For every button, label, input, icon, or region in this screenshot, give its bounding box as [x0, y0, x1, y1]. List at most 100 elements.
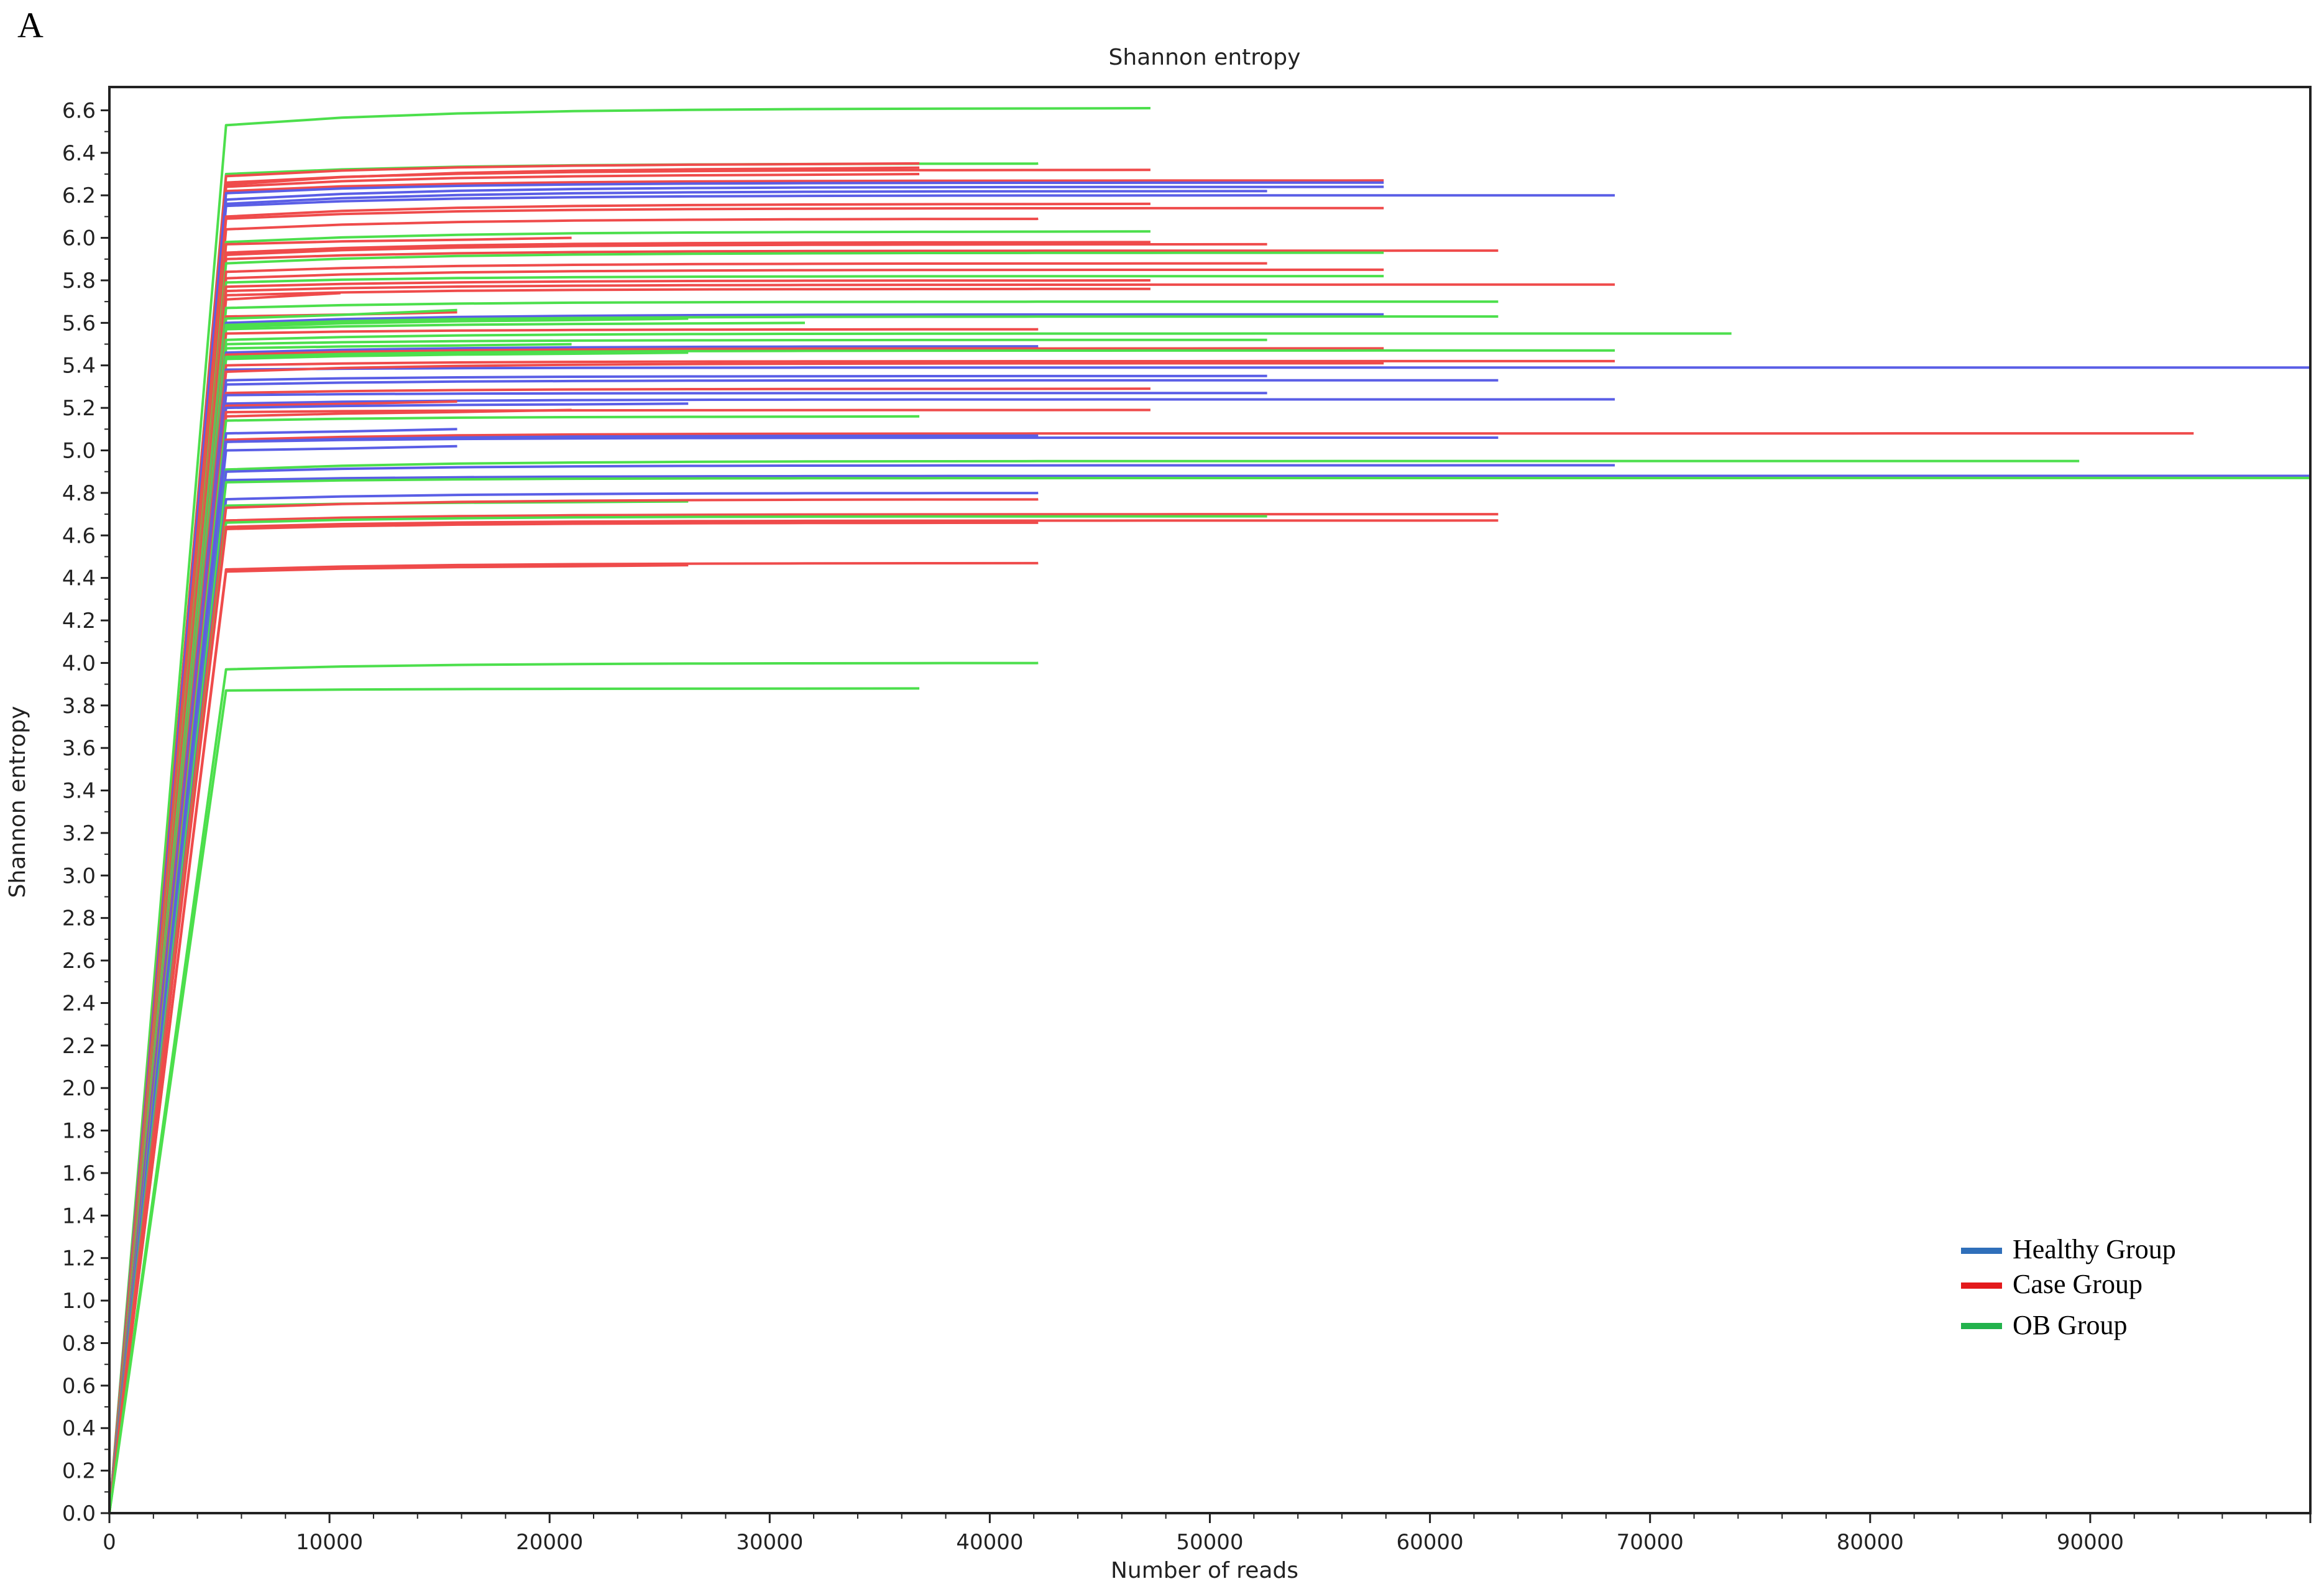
x-tick-label: 30000 [736, 1530, 803, 1555]
series-line [108, 661, 1039, 1514]
series-line [108, 432, 2194, 1514]
y-tick-label: 1.8 [62, 1119, 96, 1144]
series-line [108, 434, 1039, 1514]
series-line [108, 387, 1151, 1514]
series-line [108, 436, 1499, 1514]
series-line [108, 347, 1384, 1514]
series-line [108, 374, 1267, 1514]
legend-label-case: Case Group [2013, 1269, 2143, 1299]
x-axis-label: Number of reads [1111, 1558, 1298, 1583]
y-tick-label: 1.0 [62, 1289, 96, 1314]
y-tick-label: 2.4 [62, 991, 96, 1016]
series-line [108, 317, 689, 1514]
series-line [108, 415, 920, 1514]
series-line [108, 249, 1499, 1514]
series-line [108, 241, 1151, 1514]
series-line [108, 564, 689, 1514]
series-line [108, 338, 1267, 1514]
y-tick-label: 1.6 [62, 1161, 96, 1186]
y-tick-label: 0.6 [62, 1374, 96, 1399]
y-tick-label: 0.4 [62, 1416, 96, 1441]
x-tick-label: 50000 [1176, 1530, 1243, 1555]
y-tick-label: 5.2 [62, 396, 96, 421]
series-line [108, 561, 1039, 1514]
series-line [108, 275, 1384, 1514]
x-tick-label: 20000 [516, 1530, 583, 1555]
x-tick-label: 10000 [296, 1530, 363, 1555]
y-tick-label: 1.2 [62, 1246, 96, 1271]
series-line [108, 202, 1151, 1514]
series-line [108, 181, 1384, 1514]
series-line [108, 107, 1151, 1514]
series-layer [108, 107, 2310, 1514]
legend-label-healthy: Healthy Group [2013, 1234, 2176, 1264]
series-line [108, 251, 1384, 1514]
legend-label-ob: OB Group [2013, 1310, 2128, 1340]
series-line [108, 362, 1384, 1514]
y-tick-label: 2.0 [62, 1076, 96, 1101]
series-line [108, 328, 1039, 1514]
legend-swatch-healthy [1961, 1248, 2002, 1254]
series-line [108, 491, 1039, 1514]
series-line [108, 349, 1615, 1514]
y-tick-label: 3.6 [62, 736, 96, 761]
y-tick-label: 4.0 [62, 651, 96, 676]
series-line [108, 206, 1384, 1514]
legend: Healthy Group Case Group OB Group [1961, 1234, 2176, 1340]
x-tick-label: 60000 [1397, 1530, 1464, 1555]
series-line [108, 162, 920, 1514]
y-tick-label: 4.6 [62, 523, 96, 548]
series-line [108, 179, 1384, 1514]
series-line [108, 315, 1499, 1514]
y-tick-label: 6.0 [62, 226, 96, 251]
series-line [108, 392, 1267, 1514]
x-tick-label: 0 [103, 1530, 116, 1555]
y-tick-label: 2.6 [62, 949, 96, 974]
y-tick-label: 1.4 [62, 1204, 96, 1228]
y-tick-label: 3.8 [62, 694, 96, 719]
series-line [108, 217, 1039, 1514]
y-tick-label: 6.6 [62, 98, 96, 123]
y-tick-label: 5.8 [62, 269, 96, 293]
series-line [108, 166, 920, 1514]
x-axis: 0 10000 20000 30000 40000 50000 60000 70000 8000… [103, 1513, 2312, 1555]
y-axis: 0.0 0.2 0.4 0.6 0.8 1.0 1.2 1.4 1.6 1.8 2.0 2.2 2.4 2… [62, 98, 109, 1526]
x-tick-label: 40000 [956, 1530, 1023, 1555]
y-tick-label: 0.8 [62, 1331, 96, 1356]
x-tick-label: 70000 [1617, 1530, 1684, 1555]
series-line [108, 313, 1384, 1514]
x-tick-label: 90000 [2057, 1530, 2124, 1555]
series-line [108, 464, 1615, 1514]
panel-label: A [17, 5, 44, 45]
y-tick-label: 3.2 [62, 821, 96, 846]
series-line [108, 268, 1384, 1514]
series-line [108, 687, 920, 1514]
series-line [108, 515, 1267, 1514]
y-tick-label: 3.0 [62, 863, 96, 888]
series-line [108, 345, 1039, 1514]
series-line [108, 283, 1615, 1514]
y-tick-label: 4.8 [62, 481, 96, 506]
series-line [108, 173, 920, 1514]
series-line [108, 359, 1615, 1514]
series-line [108, 230, 1151, 1514]
series-line [108, 398, 1615, 1514]
series-line [108, 521, 1039, 1514]
series-line [108, 300, 1499, 1514]
series-line [108, 408, 1151, 1514]
series-line [108, 262, 1267, 1514]
series-line [108, 185, 1384, 1514]
series-line [108, 498, 1039, 1514]
chart-title: Shannon entropy [1109, 45, 1301, 70]
y-tick-label: 6.4 [62, 141, 96, 166]
series-line [108, 194, 1615, 1514]
series-line [108, 242, 1267, 1514]
series-line [108, 459, 2080, 1514]
series-line [108, 190, 1267, 1514]
series-line [108, 287, 1151, 1514]
series-line [108, 379, 1499, 1514]
series-line [108, 476, 2310, 1514]
y-tick-label: 4.2 [62, 609, 96, 633]
y-tick-label: 6.2 [62, 183, 96, 208]
